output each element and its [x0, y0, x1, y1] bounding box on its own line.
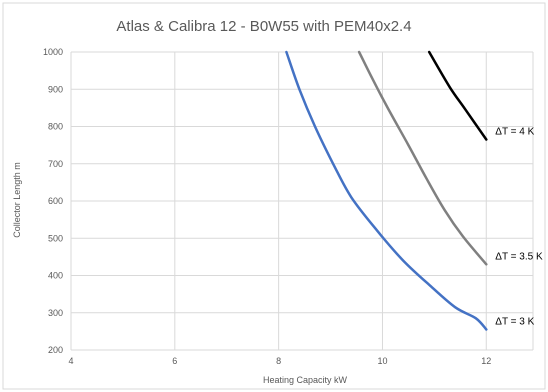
chart-title: Atlas & Calibra 12 - B0W55 with PEM40x2.… — [116, 18, 411, 35]
y-tick-label: 600 — [48, 196, 63, 206]
series-line-1 — [285, 50, 488, 331]
series-label-3: ΔT = 4 K — [495, 127, 534, 138]
x-tick-label: 4 — [68, 356, 73, 366]
y-axis-title: Collector Length m — [12, 162, 22, 238]
series-label-2: ΔT = 3.5 K — [495, 251, 543, 262]
y-tick-label: 800 — [48, 122, 63, 132]
series-labels: ΔT = 3 K ΔT = 3.5 K ΔT = 4 K — [495, 127, 543, 328]
series-label-1: ΔT = 3 K — [495, 317, 534, 328]
y-tick-label: 1000 — [43, 47, 63, 57]
x-tick-label: 6 — [172, 356, 177, 366]
y-tick-label: 200 — [48, 345, 63, 355]
y-tick-label: 700 — [48, 159, 63, 169]
series-line-2 — [357, 50, 488, 266]
y-tick-label: 500 — [48, 233, 63, 243]
x-axis-title: Heating Capacity kW — [263, 375, 348, 385]
x-tick-label: 8 — [276, 356, 281, 366]
x-tick-label: 10 — [377, 356, 387, 366]
tick-labels: 200 300 400 500 600 700 800 900 1000 4 6 8 10 12 — [43, 47, 491, 366]
series-lines — [285, 50, 488, 331]
gridlines — [70, 51, 534, 351]
y-tick-label: 900 — [48, 84, 63, 94]
y-tick-label: 400 — [48, 271, 63, 281]
x-tick-label: 12 — [481, 356, 491, 366]
y-tick-label: 300 — [48, 308, 63, 318]
series-line-3 — [427, 50, 488, 141]
